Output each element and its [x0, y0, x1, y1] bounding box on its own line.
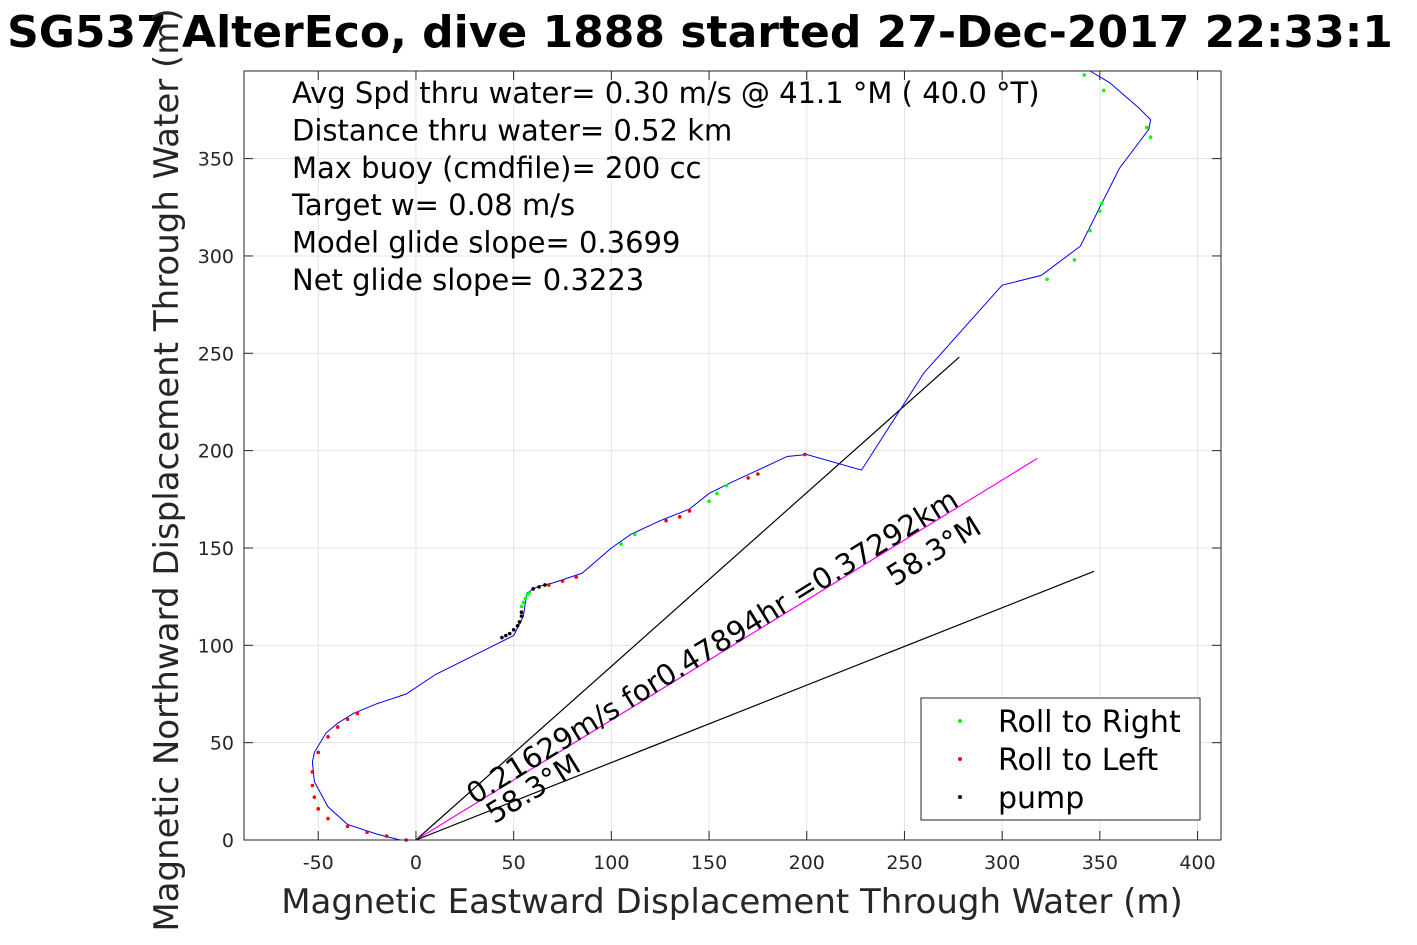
roll-right-point: [527, 590, 532, 595]
roll-left-point: [687, 509, 692, 513]
roll-right-point: [1100, 201, 1104, 206]
roll-left-point: [547, 583, 551, 587]
roll-right-point: [521, 600, 526, 605]
roll-left-point: [802, 452, 807, 457]
roll-left-point: [316, 750, 321, 755]
pump-point: [537, 585, 541, 589]
roll-right-point: [1101, 88, 1106, 93]
roll-right-point: [619, 542, 623, 546]
roll-right-point: [724, 483, 729, 488]
track-series: [310, 70, 1153, 842]
stat-line: Net glide slope= 0.3223: [292, 263, 644, 297]
legend-roll-right-label: Roll to Right: [998, 705, 1181, 740]
roll-left-point: [310, 783, 315, 788]
y-tick-label: 0: [222, 830, 234, 852]
pump-point: [543, 583, 547, 587]
x-tick-label: 350: [1082, 852, 1118, 874]
pump-point: [500, 635, 504, 640]
roll-left-point: [345, 824, 350, 829]
roll-right-point: [519, 604, 524, 609]
roll-right-point: [1148, 135, 1153, 139]
stat-line: Model glide slope= 0.3699: [292, 226, 680, 260]
axes-box: [243, 70, 1222, 841]
y-tick-label: 200: [198, 441, 234, 463]
legend-pump-label: pump: [998, 781, 1084, 816]
roll-left-point: [756, 472, 760, 476]
reference-line-2: [415, 457, 1038, 841]
roll-left-point: [326, 816, 330, 821]
roll-left-point: [355, 711, 360, 716]
line-annotations: 0.21629m/s for0.47894hr =0.37292km58.3°M…: [460, 482, 987, 830]
legend-roll-left-marker: [958, 757, 962, 761]
y-tick-label: 50: [210, 733, 234, 755]
reference-line-3: [415, 570, 1095, 841]
legend: Roll to Right Roll to Left pump: [920, 697, 1201, 821]
pump-point: [507, 631, 512, 636]
x-tick-label: 150: [691, 852, 727, 874]
stat-line: Target w= 0.08 m/s: [291, 188, 575, 222]
x-tick-label: 0: [410, 852, 422, 874]
roll-right-point: [633, 532, 637, 537]
x-tick-label: 50: [502, 852, 526, 874]
x-axis-label: Magnetic Eastward Displacement Through W…: [281, 882, 1183, 922]
x-tick-label: 300: [984, 852, 1020, 874]
x-tick-label: 200: [789, 852, 825, 874]
pump-point: [531, 587, 535, 591]
line-annotation-1: 0.21629m/s for0.47894hr =0.37292km: [460, 482, 964, 811]
y-tick-label: 250: [198, 343, 234, 365]
x-tick-label: 100: [593, 852, 629, 874]
pump-point: [504, 633, 508, 638]
roll-right-point: [1144, 125, 1149, 130]
roll-left-point: [316, 807, 321, 811]
roll-left-point: [574, 575, 578, 579]
roll-left-point: [746, 476, 750, 480]
roll-right-point: [1072, 258, 1077, 262]
stat-line: Distance thru water= 0.52 km: [292, 113, 732, 147]
pump-point: [519, 610, 524, 615]
x-tick-label: -50: [303, 852, 334, 874]
legend-roll-right-marker: [958, 719, 962, 723]
pump-point: [515, 624, 520, 628]
reference-lines: [415, 356, 1095, 841]
track-line: [311, 70, 1152, 841]
pump-point: [517, 620, 522, 624]
y-tick-label: 300: [198, 246, 234, 268]
roll-left-point: [365, 830, 369, 835]
roll-right-point: [1088, 228, 1092, 233]
roll-right-point: [523, 596, 528, 601]
pump-point: [519, 614, 524, 618]
roll-left-point: [664, 518, 668, 523]
reference-line-1: [415, 356, 960, 841]
roll-right-point: [1045, 277, 1049, 282]
legend-box: [920, 697, 1201, 821]
stats-panel: Avg Spd thru water= 0.30 m/s @ 41.1 °M (…: [291, 76, 1040, 297]
y-tick-label: 100: [198, 635, 234, 657]
y-axis-label: Magnetic Northward Displacement Through …: [147, 8, 187, 931]
roll-left-point: [326, 735, 330, 739]
x-tick-label: 250: [886, 852, 922, 874]
roll-right-point: [1098, 209, 1102, 213]
roll-left-point: [384, 834, 389, 838]
stat-line: Max buoy (cmdfile)= 200 cc: [292, 151, 701, 185]
roll-right-point: [1082, 73, 1087, 77]
stat-line: Avg Spd thru water= 0.30 m/s @ 41.1 °M (…: [292, 76, 1040, 110]
pump-point: [511, 627, 516, 632]
roll-left-point: [677, 515, 682, 519]
y-tick-label: 350: [198, 149, 234, 171]
legend-roll-left-label: Roll to Left: [998, 743, 1158, 778]
y-tick-label: 150: [198, 538, 234, 560]
roll-right-point: [707, 499, 711, 504]
roll-left-point: [312, 795, 317, 799]
roll-left-point: [335, 725, 340, 729]
roll-right-point: [715, 491, 719, 496]
roll-left-point: [560, 579, 565, 583]
roll-left-point: [345, 717, 350, 722]
x-tick-label: 400: [1179, 852, 1215, 874]
legend-pump-marker: [958, 795, 962, 799]
axis-ticks: -50 0 50 100 150 200 250 300 350 400 0 50 100 150 200 2…: [198, 71, 1221, 874]
chart-title: SG537 AlterEco, dive 1888 started 27-Dec…: [7, 7, 1393, 58]
roll-left-point: [310, 770, 315, 774]
